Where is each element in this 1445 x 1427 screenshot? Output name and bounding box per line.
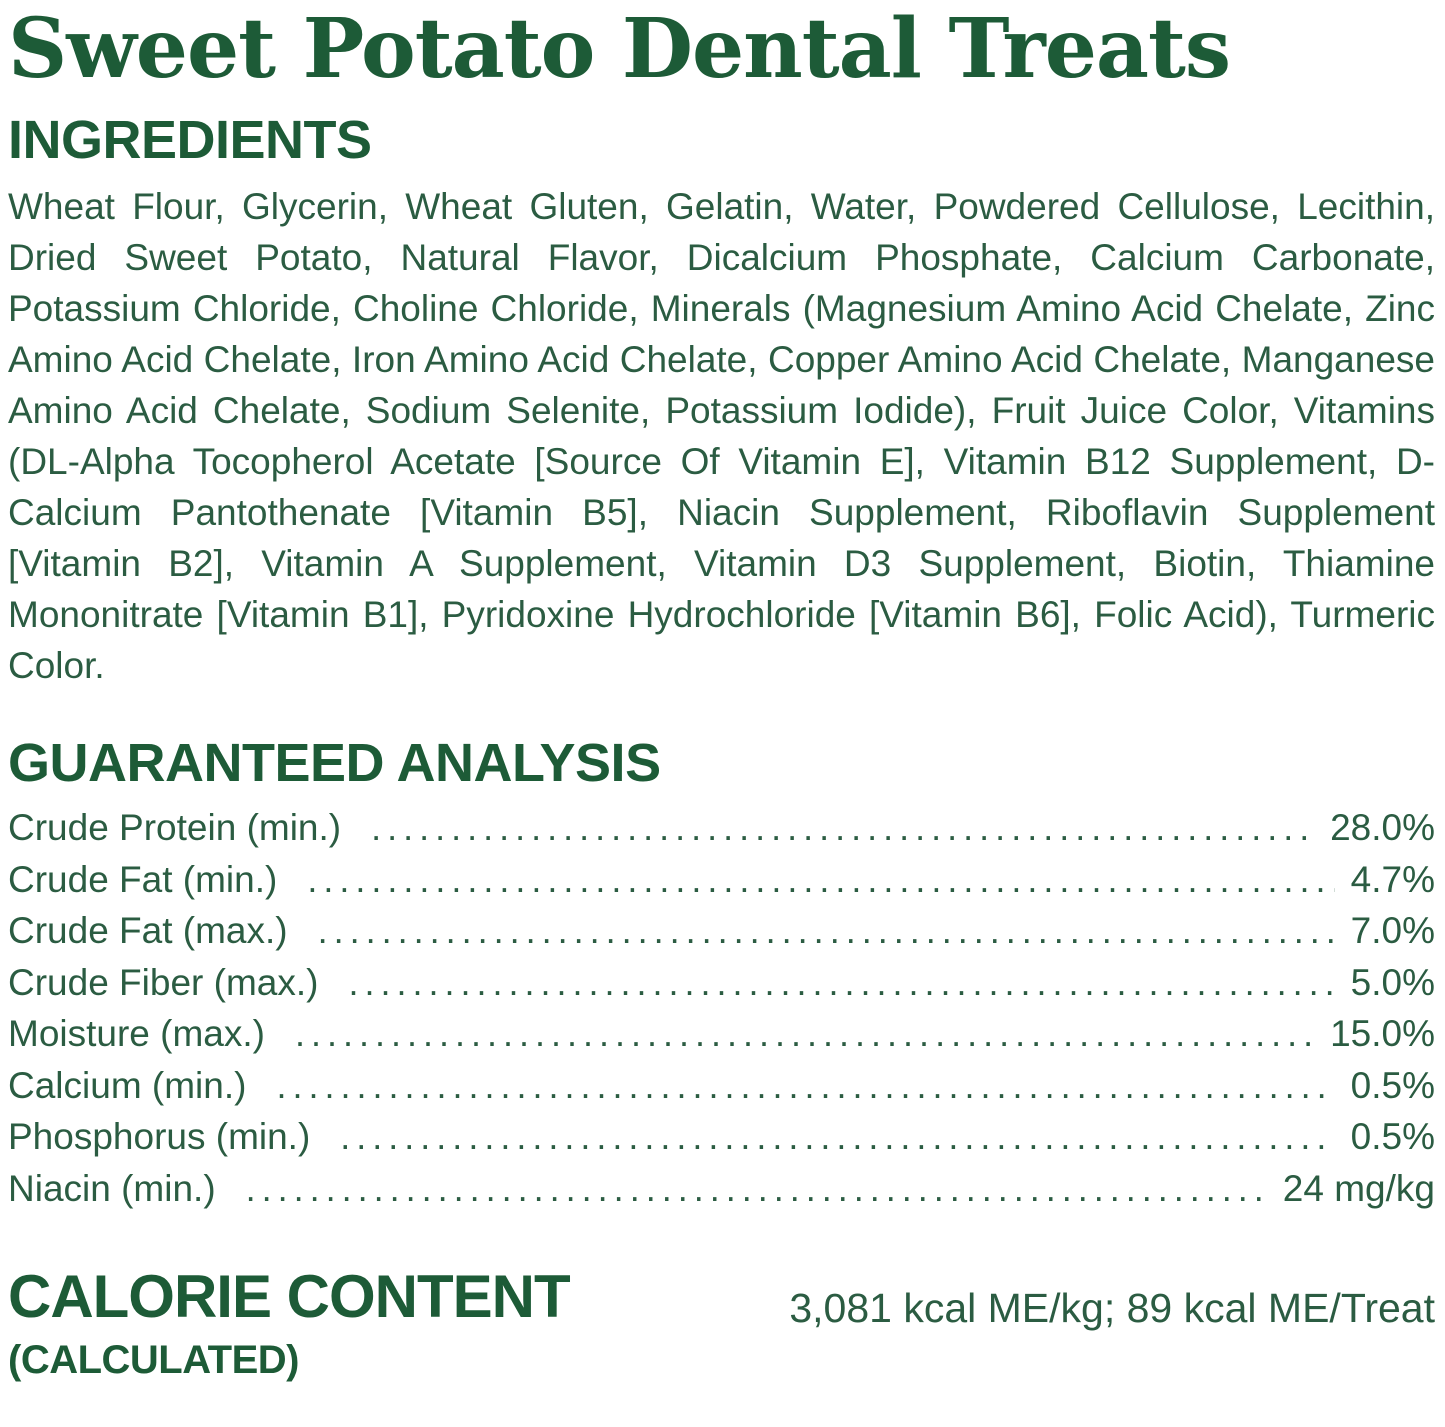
- dot-leader: [348, 962, 1334, 1004]
- table-row: Moisture (max.) 15.0%: [8, 1013, 1435, 1065]
- dot-leader: [318, 910, 1335, 952]
- analysis-value: 0.5%: [1350, 1064, 1435, 1106]
- table-row: Crude Fat (max.) 7.0%: [8, 910, 1435, 962]
- analysis-label: Niacin (min.): [8, 1167, 216, 1209]
- analysis-label: Crude Fat (max.): [8, 910, 288, 952]
- calorie-content-section: CALORIE CONTENT (CALCULATED) 3,081 kcal …: [8, 1265, 1435, 1383]
- analysis-value: 7.0%: [1350, 910, 1435, 952]
- calorie-content-heading: CALORIE CONTENT: [8, 1263, 571, 1331]
- table-row: Crude Fiber (max.) 5.0%: [8, 962, 1435, 1014]
- analysis-label: Moisture (max.): [8, 1013, 265, 1055]
- table-row: Crude Fat (min.) 4.7%: [8, 859, 1435, 911]
- page-title: Sweet Potato Dental Treats: [8, 1, 1231, 97]
- analysis-label: Calcium (min.): [8, 1064, 247, 1106]
- analysis-value: 0.5%: [1350, 1116, 1435, 1158]
- analysis-label: Crude Fiber (max.): [8, 961, 319, 1003]
- table-row: Crude Protein (min.) 28.0%: [8, 807, 1435, 859]
- analysis-value: 5.0%: [1350, 961, 1435, 1003]
- dot-leader: [307, 859, 1334, 901]
- dot-leader: [276, 1065, 1334, 1107]
- analysis-value: 15.0%: [1330, 1013, 1435, 1055]
- calorie-value: 3,081 kcal ME/kg; 89 kcal ME/Treat: [789, 1285, 1435, 1332]
- guaranteed-analysis-heading: GUARANTEED ANALYSIS: [8, 732, 661, 793]
- guaranteed-analysis-section: GUARANTEED ANALYSIS Crude Protein (min.)…: [8, 732, 1435, 1220]
- analysis-value: 24 mg/kg: [1282, 1167, 1435, 1209]
- ingredients-heading: INGREDIENTS: [8, 109, 372, 170]
- table-row: Calcium (min.) 0.5%: [8, 1065, 1435, 1117]
- dot-leader: [340, 1116, 1334, 1158]
- calorie-heading-block: CALORIE CONTENT (CALCULATED): [8, 1263, 571, 1383]
- analysis-value: 28.0%: [1330, 807, 1435, 849]
- analysis-label: Crude Fat (min.): [8, 858, 278, 900]
- analysis-value: 4.7%: [1350, 858, 1435, 900]
- ingredients-section: INGREDIENTS Wheat Flour, Glycerin, Wheat…: [8, 112, 1435, 691]
- table-row: Phosphorus (min.) 0.5%: [8, 1116, 1435, 1168]
- analysis-label: Crude Protein (min.): [8, 807, 342, 849]
- dot-leader: [295, 1013, 1314, 1055]
- ingredients-text: Wheat Flour, Glycerin, Wheat Gluten, Gel…: [8, 185, 1435, 686]
- dot-leader: [371, 807, 1314, 849]
- dot-leader: [246, 1168, 1267, 1210]
- calorie-calculated-label: (CALCULATED): [8, 1338, 299, 1383]
- table-row: Niacin (min.) 24 mg/kg: [8, 1168, 1435, 1220]
- analysis-label: Phosphorus (min.): [8, 1116, 311, 1158]
- guaranteed-analysis-table: Crude Protein (min.) 28.0% Crude Fat (mi…: [8, 807, 1435, 1219]
